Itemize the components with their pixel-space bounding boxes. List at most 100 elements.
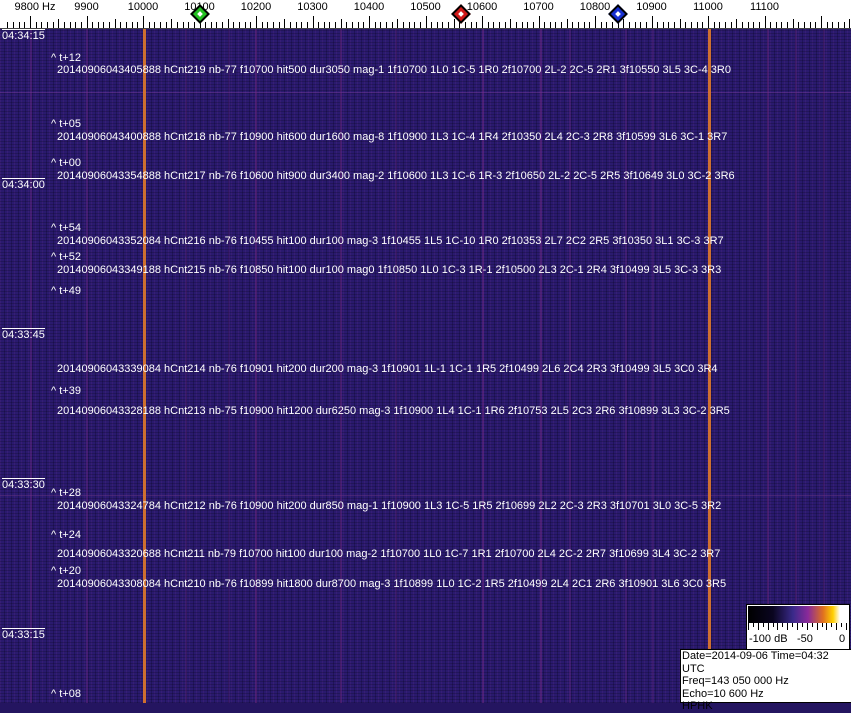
axis-tick — [131, 22, 133, 28]
axis-freq-label: 9900 — [74, 1, 99, 13]
signal-trace — [228, 29, 230, 703]
axis-tick — [645, 22, 647, 28]
detection-line: 20140906043320688 hCnt211 nb-79 f10700 h… — [57, 548, 721, 560]
axis-tick — [538, 16, 540, 28]
axis-tick — [13, 22, 15, 28]
offset-label: ^ t+28 — [51, 487, 81, 499]
waterfall-display[interactable]: 04:34:15 04:34:00 04:33:45 04:33:30 04:3… — [0, 29, 851, 703]
axis-tick — [572, 22, 574, 28]
axis-tick — [284, 19, 286, 28]
axis-tick — [18, 22, 20, 28]
signal-trace — [255, 29, 257, 703]
axis-freq-label: 10000 — [127, 1, 159, 13]
axis-tick — [391, 22, 393, 28]
axis-tick — [600, 22, 602, 28]
axis-tick — [476, 22, 478, 28]
axis-tick — [544, 22, 546, 28]
color-scale-label: 0 — [839, 633, 846, 645]
axis-freq-label: 11100 — [750, 1, 779, 13]
offset-label: ^ t+08 — [51, 688, 81, 700]
axis-tick — [804, 22, 806, 28]
info-date-time: Date=2014-09-06 Time=04:32 UTC — [682, 650, 829, 675]
axis-tick — [809, 22, 811, 28]
axis-tick — [431, 22, 433, 28]
axis-tick — [182, 22, 184, 28]
color-scale-tick — [841, 623, 843, 627]
axis-freq-label: 10400 — [353, 1, 385, 13]
axis-tick — [792, 19, 794, 28]
color-scale-tick — [777, 623, 779, 630]
color-scale-tick — [772, 623, 774, 627]
axis-tick — [114, 19, 116, 28]
axis-tick — [385, 22, 387, 28]
axis-freq-label: 10600 — [466, 1, 498, 13]
signal-trace — [767, 29, 769, 703]
offset-label: ^ t+20 — [51, 565, 81, 577]
blue-marker-icon[interactable] — [607, 4, 628, 24]
signal-trace — [823, 29, 825, 703]
axis-tick — [736, 19, 738, 28]
color-scale-tick — [752, 623, 754, 627]
detection-line: 20140906043308084 hCnt210 nb-76 f10899 h… — [57, 578, 727, 590]
axis-tick — [764, 16, 766, 28]
color-scale-tick — [846, 623, 847, 630]
axis-tick — [436, 22, 438, 28]
color-scale-tick — [831, 623, 833, 627]
axis-freq-label: 10300 — [297, 1, 328, 13]
axis-tick — [148, 22, 150, 28]
signal-trace — [652, 29, 654, 703]
axis-tick — [657, 22, 659, 28]
detection-line: 20140906043352084 hCnt216 nb-76 f10455 h… — [57, 235, 724, 247]
time-label: 04:33:45 — [2, 328, 45, 341]
axis-tick — [821, 16, 822, 28]
axis-tick — [63, 22, 65, 28]
axis-freq-label: 10200 — [240, 1, 272, 13]
color-scale-ticks — [748, 623, 848, 631]
axis-tick — [532, 22, 534, 28]
axis-freq-label: 10700 — [523, 1, 554, 13]
axis-tick — [408, 22, 410, 28]
offset-label: ^ t+00 — [51, 157, 81, 169]
axis-tick — [41, 22, 43, 28]
axis-tick — [159, 22, 161, 28]
axis-tick — [289, 22, 291, 28]
color-scale-tick — [748, 623, 749, 630]
axis-tick — [747, 22, 749, 28]
axis-tick — [250, 22, 252, 28]
axis-freq-label: 10900 — [636, 1, 667, 13]
time-label: 04:33:30 — [2, 478, 45, 491]
axis-tick — [595, 16, 596, 28]
axis-tick — [515, 22, 517, 28]
axis-tick — [662, 22, 664, 28]
axis-tick — [555, 22, 557, 28]
axis-freq-label: 10800 — [579, 1, 611, 13]
axis-tick — [312, 16, 314, 28]
color-scale-tick — [797, 623, 798, 630]
offset-label: ^ t+54 — [51, 222, 81, 234]
axis-tick — [143, 16, 144, 28]
horizontal-band — [0, 495, 851, 496]
signal-trace — [569, 29, 571, 703]
axis-tick — [363, 22, 365, 28]
axis-tick — [233, 22, 235, 28]
axis-tick — [414, 22, 416, 28]
axis-tick — [335, 22, 337, 28]
signal-trace — [540, 29, 542, 703]
signal-trace — [795, 29, 797, 703]
axis-tick — [369, 16, 370, 28]
axis-tick — [504, 22, 506, 28]
axis-tick — [205, 22, 207, 28]
axis-tick — [244, 22, 246, 28]
color-scale-tick — [757, 623, 759, 630]
axis-tick — [674, 22, 676, 28]
axis-tick — [758, 22, 760, 28]
detection-line: 20140906043328188 hCnt213 nb-75 f10900 h… — [57, 405, 730, 417]
axis-tick — [278, 22, 280, 28]
axis-tick — [741, 22, 743, 28]
color-scale-tick — [811, 623, 813, 627]
axis-tick — [685, 22, 687, 28]
color-scale-gradient — [748, 606, 848, 623]
axis-tick — [696, 22, 698, 28]
axis-tick — [578, 22, 580, 28]
axis-tick — [470, 22, 472, 28]
